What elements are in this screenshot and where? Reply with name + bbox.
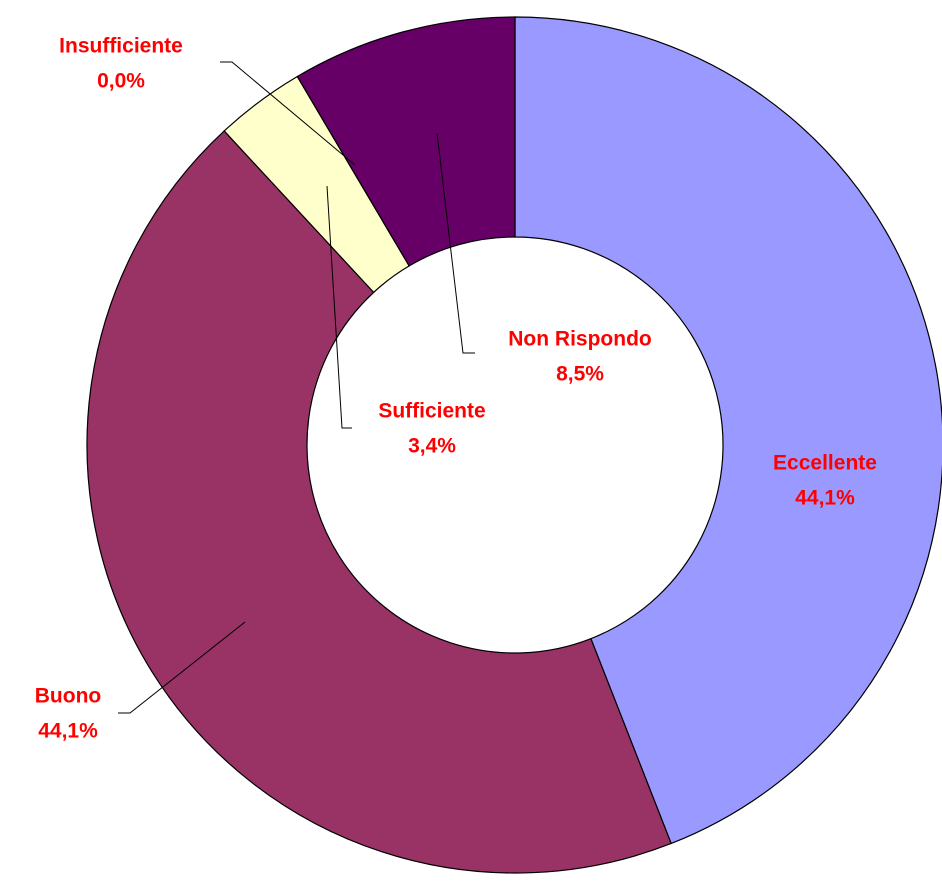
category-label: Insufficiente [59, 35, 183, 58]
value-label: 3,4% [408, 435, 456, 458]
value-label: 44,1% [795, 487, 855, 510]
leader-line [220, 61, 356, 166]
value-label: 44,1% [38, 720, 98, 743]
donut-wedge [86, 130, 672, 874]
leader-line [326, 185, 352, 429]
category-label: Eccellente [773, 452, 877, 475]
donut-wedge [296, 16, 516, 267]
leader-line [118, 621, 246, 714]
category-label: Buono [35, 685, 101, 708]
value-label: 0,0% [97, 70, 145, 93]
donut-wedge [514, 16, 942, 845]
category-label: Non Rispondo [508, 328, 651, 351]
category-label: Sufficiente [378, 400, 485, 423]
leader-line [436, 132, 475, 354]
value-label: 8,5% [556, 363, 604, 386]
